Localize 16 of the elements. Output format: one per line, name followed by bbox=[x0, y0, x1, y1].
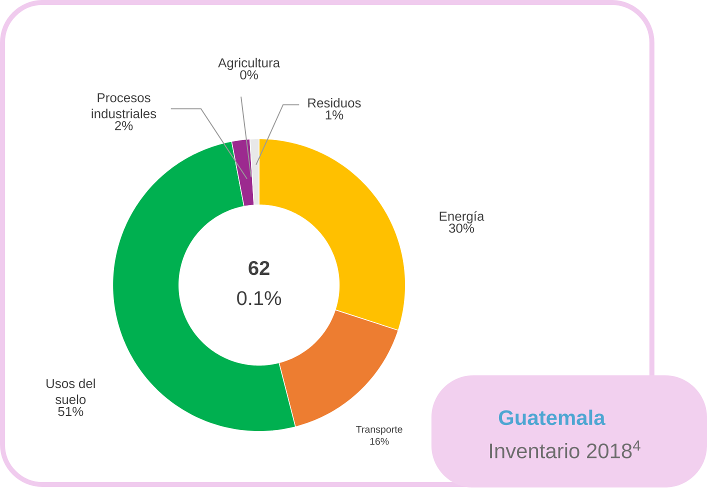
data-label: 2% bbox=[115, 121, 133, 130]
data-label: 1% bbox=[326, 110, 344, 120]
slice-label: Residuos bbox=[308, 98, 361, 108]
data-label: 51% bbox=[58, 407, 84, 416]
data-label: 30% bbox=[449, 224, 474, 234]
text: 0% bbox=[240, 70, 258, 80]
slice-label: Transporte bbox=[356, 426, 402, 436]
slice-label: Energía bbox=[440, 211, 484, 224]
text: Guatemala bbox=[498, 410, 606, 426]
slice-label: Usos del suelo bbox=[46, 378, 95, 404]
text: 0.1% bbox=[237, 291, 282, 306]
text: 62 bbox=[248, 261, 270, 276]
text: Inventario 2018$^{4}$ bbox=[490, 440, 640, 459]
category-label: Agricultura bbox=[218, 58, 280, 70]
slice-label: Procesos industriales bbox=[92, 93, 156, 119]
data-label: 16% bbox=[370, 438, 389, 446]
